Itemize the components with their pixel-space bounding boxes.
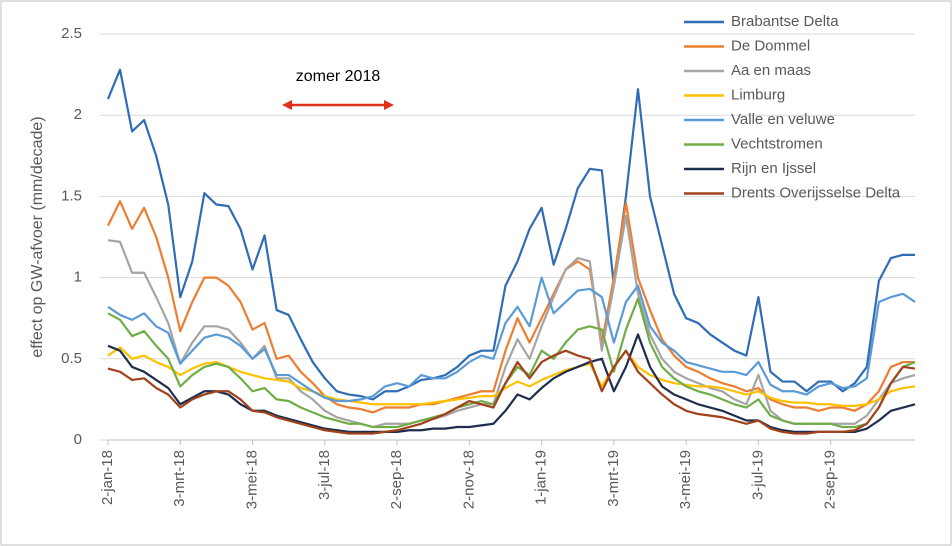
x-tick-label: 1-jan-19 <box>533 450 550 505</box>
legend-label: Limburg <box>731 86 785 103</box>
series-line <box>107 200 915 414</box>
x-tick-label: 3-mrt-18 <box>171 450 188 507</box>
x-tick-label: 3-jul-19 <box>749 450 766 500</box>
y-tick-label: 2.5 <box>61 25 82 42</box>
legend-label: De Dommel <box>731 37 810 54</box>
x-tick-label: 3-mei-18 <box>244 450 261 509</box>
x-tick-label: 2-sep-19 <box>822 450 839 509</box>
x-tick-label: 2-sep-18 <box>388 450 405 509</box>
series-line <box>107 346 916 407</box>
annotation: zomer 2018 <box>296 68 381 85</box>
annotation-arrow <box>282 100 394 110</box>
x-tick-label: 2-jan-18 <box>99 450 116 505</box>
series-line <box>106 68 915 401</box>
legend-label: Rijn en Ijssel <box>731 160 816 177</box>
y-tick-label: 2 <box>74 106 82 123</box>
legend-label: Valle en veluwe <box>731 111 835 128</box>
series-line <box>107 349 916 435</box>
y-tick-label: 1.5 <box>61 187 82 204</box>
legend-label: Drents Overijsselse Delta <box>731 184 901 201</box>
x-tick-label: 2-nov-18 <box>460 450 477 509</box>
series-line <box>107 333 916 433</box>
series-line <box>107 276 916 403</box>
legend-label: Vechtstromen <box>731 135 823 152</box>
series-line <box>107 297 916 429</box>
legend-label: Brabantse Delta <box>731 13 839 30</box>
x-tick-label: 3-mrt-19 <box>605 450 622 507</box>
y-tick-label: 0.5 <box>61 350 82 367</box>
y-tick-label: 1 <box>74 269 82 286</box>
legend-label: Aa en maas <box>731 62 811 79</box>
x-tick-label: 3-mei-19 <box>677 450 694 509</box>
x-tick-label: 3-jul-18 <box>316 450 333 500</box>
y-tick-label: 0 <box>74 431 82 448</box>
y-axis-label: effect op GW-afvoer (mm/decade) <box>29 116 46 357</box>
